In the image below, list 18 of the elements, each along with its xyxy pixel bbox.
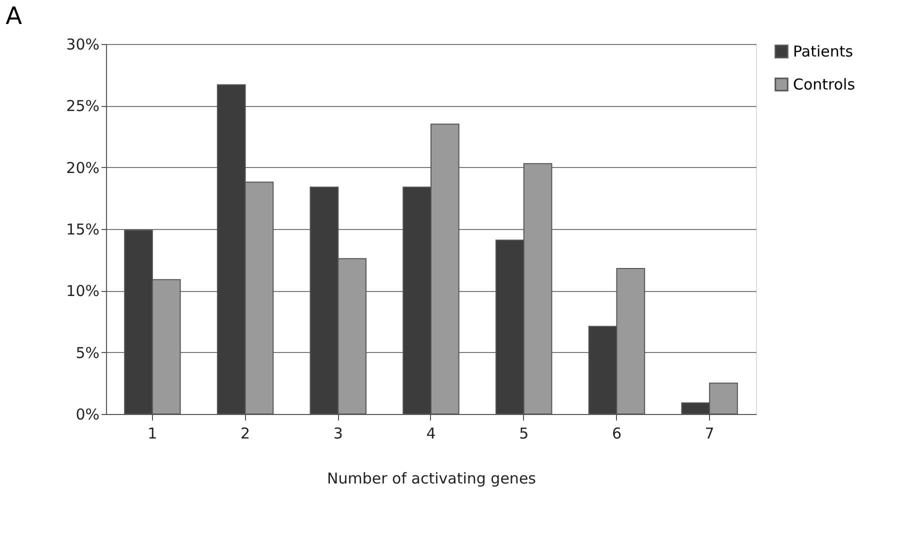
y-tick-label: 30% (66, 36, 100, 54)
x-tick-label: 7 (704, 424, 714, 442)
y-tick-label: 25% (66, 97, 100, 116)
x-tick-label: 3 (333, 424, 343, 442)
y-tick-label: 15% (66, 220, 100, 238)
x-tick-label: 2 (240, 424, 250, 442)
legend-label: Patients (793, 42, 854, 60)
chart-title: A (6, 2, 23, 30)
y-tick-label: 20% (66, 158, 100, 177)
x-tick-label: 1 (148, 424, 158, 442)
legend-label: Controls (793, 76, 856, 94)
y-tick-label: 10% (66, 282, 100, 300)
x-tick-label: 6 (612, 424, 622, 442)
x-tick-label: 4 (426, 424, 436, 442)
y-tick-label: 0% (76, 406, 100, 424)
y-tick-label: 5% (76, 344, 100, 362)
x-axis-title: Number of activating genes (327, 470, 536, 488)
x-tick-label: 5 (519, 424, 529, 442)
